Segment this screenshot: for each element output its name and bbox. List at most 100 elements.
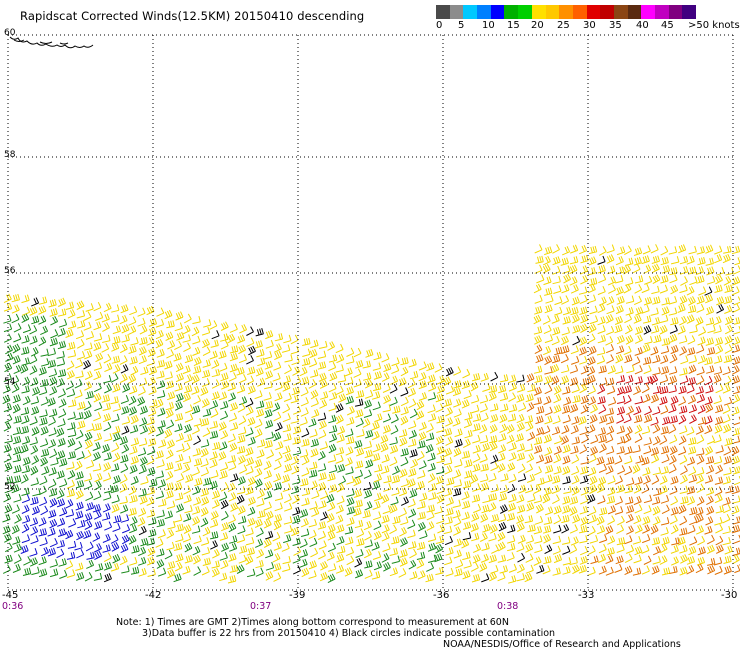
wind-barb <box>310 369 319 378</box>
wind-barb <box>74 389 83 399</box>
wind-barb <box>680 474 688 485</box>
wind-barb <box>274 381 283 391</box>
wind-barb <box>497 531 506 542</box>
wind-barb <box>436 415 445 424</box>
wind-barb <box>625 335 634 345</box>
wind-barb <box>113 515 122 524</box>
wind-barb <box>500 403 509 412</box>
wind-barb <box>246 456 255 467</box>
wind-barb <box>571 485 580 496</box>
wind-barb <box>255 538 264 548</box>
wind-barb <box>155 318 165 328</box>
wind-barb <box>616 386 625 396</box>
wind-barb <box>606 254 615 264</box>
wind-barb <box>263 351 273 360</box>
wind-barb <box>715 383 724 394</box>
wind-barb <box>290 415 299 424</box>
wind-barb <box>624 535 633 545</box>
wind-barb <box>472 444 481 454</box>
wind-barb <box>220 400 229 410</box>
wind-barb <box>723 565 732 575</box>
wind-barb <box>130 566 140 575</box>
wind-barb <box>399 507 407 518</box>
wind-barb <box>488 435 498 444</box>
wind-barb <box>112 425 121 435</box>
wind-barb <box>561 524 570 534</box>
wind-barb <box>453 366 462 376</box>
wind-barb <box>263 501 272 511</box>
wind-barb <box>373 520 382 531</box>
wind-barb <box>497 541 506 552</box>
wind-barb <box>138 525 147 536</box>
wind-barb <box>445 406 453 417</box>
wind-barb <box>715 535 724 546</box>
wind-barb <box>407 478 416 488</box>
wind-barb <box>417 521 426 532</box>
wind-barb <box>380 434 389 444</box>
wind-barb <box>166 500 176 510</box>
wind-barb <box>382 505 391 515</box>
wind-barb <box>633 247 643 256</box>
wind-barb <box>94 550 103 561</box>
wind-barb <box>490 484 499 493</box>
wind-barb <box>254 467 263 478</box>
wind-barb <box>553 404 562 414</box>
wind-barb <box>497 463 506 473</box>
wind-barb <box>130 365 139 376</box>
wind-barb <box>544 304 553 314</box>
wind-barb <box>659 485 668 495</box>
wind-barb <box>129 356 138 365</box>
wind-barb <box>607 515 616 525</box>
wind-barb <box>373 511 382 521</box>
wind-barb <box>67 309 76 319</box>
wind-barb <box>489 571 497 582</box>
wind-barb <box>291 465 300 475</box>
wind-barb <box>102 533 111 543</box>
wind-barb <box>12 435 22 445</box>
wind-barb <box>282 424 292 433</box>
wind-barb <box>121 534 130 545</box>
wind-barb <box>623 413 632 424</box>
wind-barb <box>274 392 283 402</box>
wind-barb <box>461 491 470 501</box>
wind-barb <box>409 408 418 419</box>
wind-barb <box>191 525 201 534</box>
wind-barb <box>230 502 239 512</box>
wind-barb <box>704 375 713 386</box>
wind-barb <box>175 453 184 463</box>
lon-label-minus33: -33 <box>578 590 595 601</box>
wind-barb <box>365 459 374 469</box>
wind-barb <box>587 267 596 276</box>
wind-barb <box>731 245 740 255</box>
wind-barb <box>103 573 112 583</box>
wind-barb <box>597 303 606 314</box>
wind-barb <box>38 305 47 315</box>
wind-barb <box>572 313 580 324</box>
wind-barb <box>641 255 650 265</box>
wind-barb <box>167 561 176 570</box>
wind-barb <box>155 490 165 500</box>
wind-barb <box>535 415 544 425</box>
wind-barb <box>686 347 696 356</box>
wind-barb <box>282 382 291 392</box>
wind-barb <box>3 453 12 463</box>
wind-barb <box>570 284 579 294</box>
wind-barb <box>381 465 390 474</box>
wind-barb <box>129 424 139 434</box>
wind-barb <box>561 295 570 305</box>
wind-barb <box>643 325 652 335</box>
wind-barb <box>239 324 248 334</box>
wind-barb <box>426 562 435 572</box>
wind-barb <box>3 323 13 333</box>
wind-barb <box>139 377 148 387</box>
wind-barb <box>363 482 372 491</box>
wind-barb <box>30 477 39 486</box>
wind-barb <box>139 495 148 505</box>
wind-barb <box>29 354 38 365</box>
wind-barb <box>21 435 31 445</box>
wind-barb <box>300 518 309 528</box>
wind-barb <box>353 378 362 388</box>
wind-barb <box>722 253 731 264</box>
wind-barb <box>165 462 174 471</box>
wind-barb <box>444 447 453 457</box>
